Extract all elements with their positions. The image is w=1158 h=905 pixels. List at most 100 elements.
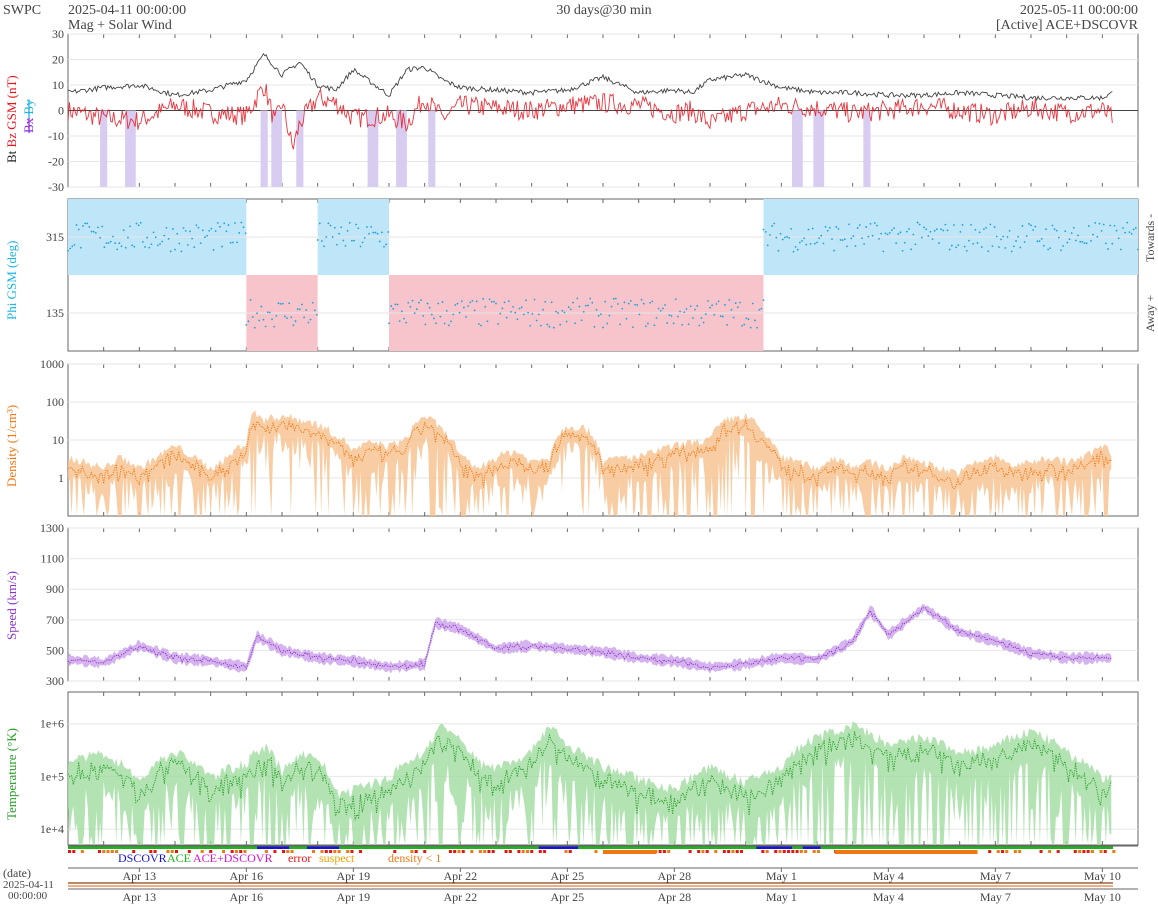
phi-point xyxy=(264,325,267,328)
quality-flag xyxy=(1001,850,1005,853)
phi-point xyxy=(948,248,951,251)
phi-point xyxy=(499,312,502,315)
y-tick-label: 300 xyxy=(46,674,64,688)
y-tick-label: 1 xyxy=(58,471,64,485)
phi-point xyxy=(290,316,293,319)
phi-point xyxy=(920,236,923,239)
phi-point xyxy=(516,318,519,321)
org-label: SWPC xyxy=(3,3,41,18)
quality-flag xyxy=(521,850,525,853)
end-time: 2025-05-11 00:00:00 xyxy=(1020,3,1138,18)
phi-point xyxy=(861,237,863,240)
phi-point xyxy=(156,244,159,247)
phi-point xyxy=(201,229,204,232)
x-tick-label: Apr 25 xyxy=(550,869,584,883)
series-density-range xyxy=(68,410,1112,516)
phi-point xyxy=(756,326,758,329)
phi-point xyxy=(469,301,472,304)
quality-flag xyxy=(1099,850,1103,853)
phi-point xyxy=(460,300,463,303)
phi-point xyxy=(240,221,243,224)
phi-point xyxy=(745,317,748,320)
phi-point xyxy=(597,314,600,317)
phi-point xyxy=(1047,248,1050,251)
phi-point xyxy=(869,223,872,225)
phi-point xyxy=(208,229,211,232)
phi-point xyxy=(497,322,500,325)
phi-point xyxy=(374,231,377,234)
phi-point xyxy=(619,323,622,326)
phi-point xyxy=(529,324,532,327)
phi-point xyxy=(1085,242,1088,245)
phi-point xyxy=(893,227,895,230)
quality-flag xyxy=(410,850,414,853)
phi-point xyxy=(762,299,765,302)
quality-flag xyxy=(470,850,474,853)
phi-point xyxy=(959,230,962,233)
phi-point xyxy=(563,311,566,314)
phi-point xyxy=(734,302,737,304)
phi-point xyxy=(101,225,104,228)
quality-flag xyxy=(778,850,782,853)
phi-point xyxy=(696,304,699,307)
phi-point xyxy=(1032,229,1035,231)
phi-point xyxy=(135,222,138,225)
phi-point xyxy=(1023,241,1026,244)
phi-point xyxy=(702,321,705,324)
low-density-bar xyxy=(834,850,978,854)
phi-point xyxy=(148,246,151,249)
phi-point xyxy=(749,326,752,329)
phi-point xyxy=(822,242,825,245)
bx-shade xyxy=(271,110,282,187)
quality-flag xyxy=(115,850,119,853)
phi-point xyxy=(522,313,525,316)
phi-point xyxy=(413,312,416,314)
phi-point xyxy=(112,235,114,238)
phi-point xyxy=(784,236,786,239)
footer-start-date: 2025-04-11 xyxy=(3,879,54,891)
series-bz xyxy=(67,84,1113,150)
quality-flag xyxy=(774,850,778,853)
phi-point xyxy=(199,242,202,245)
y-tick-label: -10 xyxy=(48,129,64,143)
series-density xyxy=(67,419,1112,490)
quality-flag xyxy=(722,850,726,853)
bx-shade xyxy=(396,110,407,187)
phi-point xyxy=(687,323,690,326)
y-tick-label: 900 xyxy=(46,582,64,596)
phi-point xyxy=(927,235,930,237)
bx-shade xyxy=(367,110,379,187)
phi-point xyxy=(1012,245,1015,248)
phi-point xyxy=(683,311,686,314)
phi-point xyxy=(165,226,168,229)
quality-flag xyxy=(812,850,816,853)
phi-point xyxy=(253,326,256,329)
phi-point xyxy=(221,245,223,248)
phi-point xyxy=(77,228,80,231)
phi-point xyxy=(961,223,964,226)
phi-point xyxy=(1109,224,1112,227)
phi-point xyxy=(903,241,906,244)
phi-point xyxy=(171,228,174,230)
phi-point xyxy=(593,325,596,328)
phi-point xyxy=(450,320,452,323)
phi-point xyxy=(1030,224,1032,227)
phi-point xyxy=(625,317,628,320)
phi-point xyxy=(323,245,325,248)
phi-point xyxy=(1000,238,1002,241)
phi-point xyxy=(79,246,82,249)
phi-point xyxy=(878,238,880,240)
phi-point xyxy=(1107,248,1109,250)
phi-point xyxy=(325,236,328,238)
phi-point xyxy=(262,318,265,321)
phi-point xyxy=(657,307,660,310)
phi-point xyxy=(854,245,857,247)
phi-point xyxy=(1124,231,1127,234)
phi-point xyxy=(92,230,95,233)
phi-point xyxy=(1070,232,1073,235)
phi-point xyxy=(599,313,602,315)
phi-point xyxy=(486,320,489,323)
phi-point xyxy=(1027,223,1030,225)
bx-shade xyxy=(863,110,871,187)
phi-point xyxy=(84,222,87,225)
